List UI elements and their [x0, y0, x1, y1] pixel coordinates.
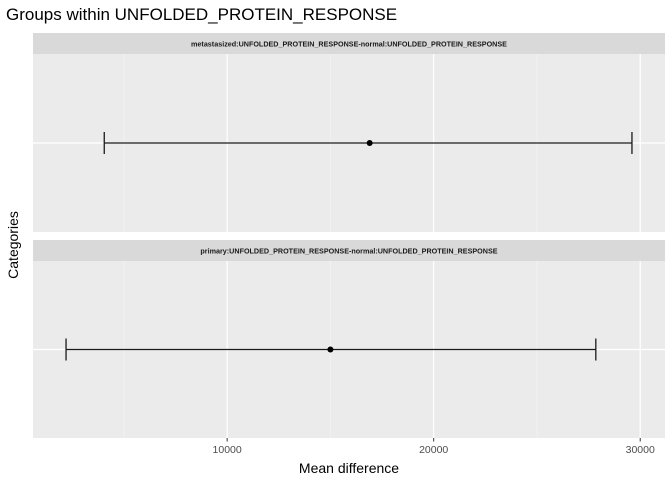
chart-title: Groups within UNFOLDED_PROTEIN_RESPONSE: [6, 5, 397, 24]
facet-strip-metastasized: [33, 33, 665, 54]
x-axis-title: Mean difference: [299, 460, 399, 476]
facet-panel-metastasized: metastasized:UNFOLDED_PROTEIN_RESPONSE-n…: [33, 33, 665, 232]
x-tick-label: 20000: [419, 444, 448, 456]
y-axis-title: Categories: [5, 211, 21, 279]
x-axis: 10000 20000 30000: [213, 438, 655, 456]
facet-strip-label-primary: primary:UNFOLDED_PROTEIN_RESPONSE-normal…: [200, 247, 497, 256]
facet-strip-primary: [33, 240, 665, 261]
facet-panel-primary: primary:UNFOLDED_PROTEIN_RESPONSE-normal…: [33, 240, 665, 438]
x-tick-label: 10000: [213, 444, 242, 456]
errorbar-metastasized: [103, 132, 633, 154]
errorbar-primary: [65, 338, 597, 361]
x-tick-label: 30000: [626, 444, 655, 456]
facet-strip-label-metastasized: metastasized:UNFOLDED_PROTEIN_RESPONSE-n…: [191, 40, 507, 49]
estimate-point-metastasized: [366, 140, 373, 146]
estimate-point-primary: [327, 346, 334, 353]
